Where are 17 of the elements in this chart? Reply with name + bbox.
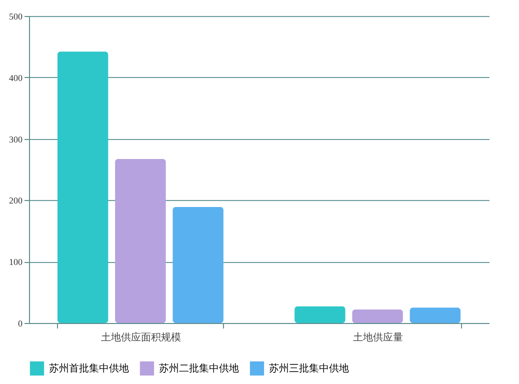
y-tick-label: 400 [9, 72, 23, 83]
y-tick-label: 100 [9, 257, 23, 268]
y-tick-label: 300 [9, 134, 23, 144]
x-tick-label: 土地供应量 [353, 332, 404, 344]
y-tick-label: 500 [9, 12, 23, 22]
bar [172, 206, 224, 323]
bar [115, 159, 166, 323]
bar [294, 306, 346, 323]
legend-label: 苏州二批集中供地 [159, 362, 239, 374]
bar [410, 308, 461, 323]
x-tick-label: 土地供应面积规模 [100, 332, 181, 344]
y-tick-label: 0 [18, 318, 23, 328]
bar [352, 309, 403, 323]
legend-label: 苏州三批集中供地 [269, 362, 349, 374]
y-tick-label: 200 [9, 196, 23, 206]
bar [57, 52, 108, 323]
legend-label: 苏州首批集中供地 [49, 362, 129, 374]
